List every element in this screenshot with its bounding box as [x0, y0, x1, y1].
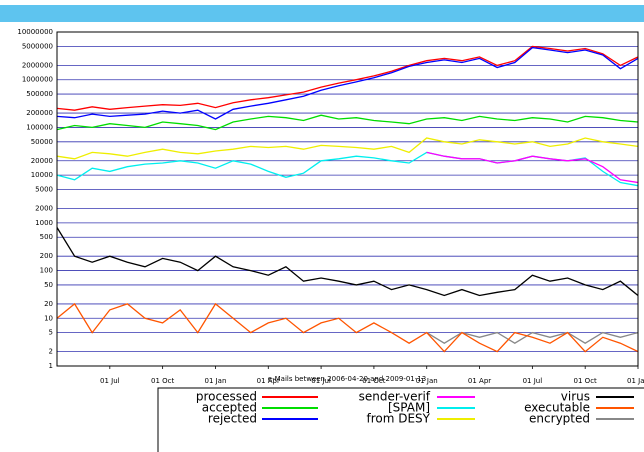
y-tick-label: 10000 [31, 171, 53, 179]
legend-label: processed [196, 390, 257, 404]
legend-label: [SPAM] [388, 401, 430, 415]
series-line [426, 151, 639, 184]
header-bar [0, 5, 644, 22]
y-tick-label: 50 [44, 281, 53, 289]
series-line [56, 46, 639, 120]
series-line [56, 302, 639, 353]
x-tick-label: 01 Apr [257, 377, 280, 385]
x-tick-label: 01 Oct [151, 377, 174, 385]
legend-label: rejected [208, 412, 257, 426]
y-tick-label: 10000000 [17, 28, 53, 36]
x-tick-label: 01 Jan [416, 377, 438, 385]
x-tick-label: 01 Jan [204, 377, 226, 385]
y-tick-label: 50000 [31, 138, 53, 146]
y-tick-label: 500000 [26, 90, 53, 98]
x-tick-label: 01 Jul [100, 377, 120, 385]
y-tick-label: 2000000 [22, 61, 53, 69]
y-tick-label: 1000 [35, 219, 53, 227]
y-tick-label: 1 [49, 362, 53, 370]
x-tick-label: 01 Oct [362, 377, 385, 385]
series-line [56, 45, 639, 111]
y-tick-label: 500 [40, 233, 53, 241]
y-tick-label: 100000 [26, 123, 53, 131]
x-tick-label: 01 Jul [523, 377, 543, 385]
y-tick-label: 200 [40, 252, 53, 260]
series-line [56, 114, 639, 131]
y-tick-label: 2000 [35, 204, 53, 212]
y-tick-label: 5000000 [22, 42, 53, 50]
y-tick-label: 20 [44, 300, 53, 308]
legend-box [157, 387, 644, 452]
chart-subtitle: e-Mails between 2006-04-20 and 2009-01-1… [268, 375, 426, 383]
plot-frame [56, 31, 639, 367]
y-tick-label: 200000 [26, 109, 53, 117]
legend-label: accepted [202, 401, 257, 415]
plot-area [57, 32, 638, 366]
x-tick-label: 01 Apr [468, 377, 491, 385]
y-tick-label: 10 [44, 314, 53, 322]
legend-label: virus [561, 390, 590, 404]
y-tick-label: 5 [49, 329, 53, 337]
x-tick-label: 01 Jan [627, 377, 644, 385]
legend-label: executable [524, 401, 590, 415]
y-tick-label: 20000 [31, 157, 53, 165]
x-tick-label: 01 Oct [574, 377, 597, 385]
legend-label: encrypted [529, 412, 590, 426]
legend-label: from DESY [366, 412, 430, 426]
x-tick-label: 01 Jul [311, 377, 331, 385]
y-tick-label: 5000 [35, 186, 53, 194]
series-line [56, 137, 639, 160]
y-tick-label: 2 [49, 348, 53, 356]
series-line [56, 227, 639, 297]
y-tick-label: 1000000 [22, 76, 53, 84]
y-tick-label: 100 [40, 267, 53, 275]
legend-label: sender-verif [359, 390, 431, 404]
